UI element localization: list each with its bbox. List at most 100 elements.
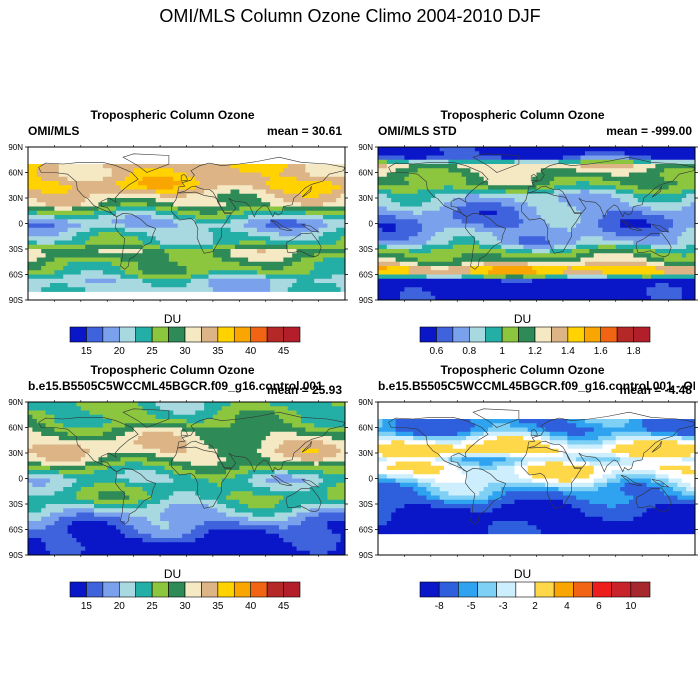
contour-cell [58,278,64,284]
contour-cell [501,147,507,152]
contour-cell [664,164,669,169]
contour-cell [452,189,458,195]
contour-cell [386,172,392,178]
contour-cell [444,249,449,254]
contour-cell [208,253,214,258]
contour-cell [536,283,542,288]
contour-cell [63,193,69,199]
contour-cell [615,164,621,169]
contour-cell [305,215,311,220]
contour-cell [309,270,315,275]
contour-cell [668,210,674,216]
contour-cell [457,278,463,284]
contour-cell [309,185,315,190]
contour-cell [422,278,427,284]
contour-cell [439,261,445,267]
contour-cell [637,291,643,297]
contour-cell [58,232,64,237]
contour-cell [664,227,669,233]
contour-cell [50,266,55,271]
contour-cell [120,176,126,182]
contour-cell [305,181,311,186]
contour-cell [426,210,432,216]
contour-cell [305,232,311,237]
contour-cell [562,232,568,237]
contour-cell [483,261,489,267]
contour-cell [483,223,489,229]
contour-cell [28,266,33,271]
contour-cell [444,185,449,190]
contour-cell [532,253,537,258]
contour-cell [98,176,104,182]
contour-cell [633,240,639,246]
contour-cell [168,172,174,178]
contour-cell [248,236,253,241]
contour-cell [160,168,165,173]
contour-cell [309,278,315,284]
contour-cell [270,210,275,216]
contour-cell [155,257,161,263]
contour-cell [243,185,249,190]
contour-cell [584,172,590,178]
contour-cell [67,172,73,178]
contour-cell [331,223,337,229]
contour-cell [133,227,139,233]
contour-cell [138,244,143,250]
contour-cell [76,402,82,407]
contour-cell [523,227,529,233]
contour-cell [567,164,573,169]
contour-cell [63,223,69,229]
contour-cell [243,202,249,207]
contour-cell [628,253,634,258]
contour-cell [474,159,480,165]
contour-cell [146,193,152,199]
contour-cell [296,402,302,407]
contour-cell [177,198,183,203]
contour-cell [41,244,47,250]
contour-cell [400,176,405,182]
contour-cell [554,185,559,190]
contour-cell [116,274,121,280]
contour-cell [435,283,441,288]
contour-cell [177,181,183,186]
contour-cell [540,168,546,173]
contour-cell [76,253,82,258]
contour-cell [41,172,47,178]
contour-cell [430,198,436,203]
contour-cell [391,291,397,297]
contour-cell [107,210,113,216]
contour-cell [615,219,621,224]
contour-cell [633,223,639,229]
contour-cell [208,244,214,250]
contour-cell [36,206,42,212]
contour-cell [536,172,542,178]
contour-cell [102,266,108,271]
contour-cell [116,189,121,195]
contour-cell [283,236,289,241]
contour-cell [217,172,223,178]
contour-cell [226,270,231,275]
contour-cell [545,278,551,284]
contour-cell [85,215,91,220]
contour-cell [36,270,42,275]
contour-cell [681,240,687,246]
contour-cell [536,159,542,165]
contour-cell [142,164,148,169]
contour-cell [155,168,161,173]
contour-cell [584,185,590,190]
contour-cell [452,244,458,250]
contour-cell [523,181,529,186]
contour-cell [336,244,341,250]
contour-cell [602,240,608,246]
contour-cell [488,274,493,280]
contour-cell [32,232,38,237]
contour-cell [571,151,577,156]
contour-cell [518,236,524,241]
contour-cell [160,227,165,233]
contour-cell [615,257,621,263]
contour-cell [386,181,392,186]
contour-cell [54,176,60,182]
contour-cell [540,240,546,246]
contour-cell [382,189,388,195]
contour-cell [41,278,47,284]
